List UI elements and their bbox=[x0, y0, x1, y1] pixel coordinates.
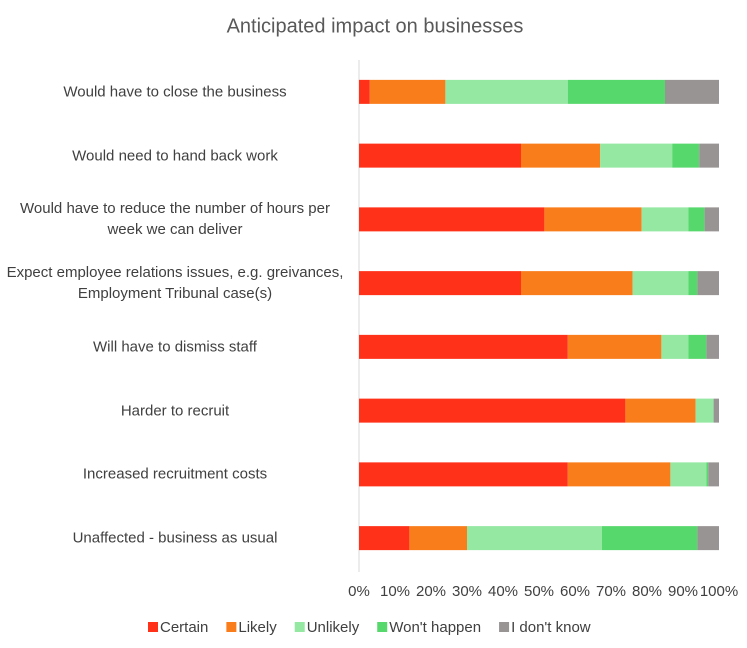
bar-segment bbox=[665, 79, 719, 104]
bar-segment bbox=[359, 143, 521, 168]
bar-segment bbox=[632, 271, 689, 296]
legend-swatch bbox=[226, 622, 237, 632]
bar-segment bbox=[688, 207, 705, 232]
bar-segment bbox=[359, 462, 568, 487]
y-tick-label: Expect employee relations issues, e.g. g… bbox=[6, 264, 344, 303]
bar-segment bbox=[521, 143, 601, 168]
bar-segment bbox=[688, 271, 698, 296]
x-tick-label: 0% bbox=[348, 583, 370, 600]
y-tick-label: Unaffected - business as usual bbox=[72, 529, 278, 547]
x-tick-label: 50% bbox=[524, 583, 554, 600]
y-tick-label: Would have to close the business bbox=[63, 83, 287, 101]
bar-segment bbox=[359, 526, 410, 551]
bar-segment bbox=[467, 526, 602, 551]
x-tick-label: 70% bbox=[596, 583, 626, 600]
bar-segment bbox=[359, 334, 568, 359]
bar-segment bbox=[567, 79, 665, 104]
legend-swatch bbox=[499, 622, 510, 632]
legend-label: I don't know bbox=[511, 619, 591, 636]
bar-segment bbox=[688, 334, 707, 359]
bar-segment bbox=[672, 143, 700, 168]
bar-segment bbox=[704, 207, 719, 232]
bar-segment bbox=[602, 526, 698, 551]
bar-segment bbox=[544, 207, 642, 232]
x-tick-label: 20% bbox=[416, 583, 446, 600]
bar-segment bbox=[697, 526, 719, 551]
legend-label: Likely bbox=[238, 619, 277, 636]
bar-segment bbox=[697, 271, 719, 296]
legend-label: Unlikely bbox=[307, 619, 360, 636]
bar-segment bbox=[359, 398, 626, 423]
y-tick-label: Would need to hand back work bbox=[72, 147, 278, 165]
legend-label: Won't happen bbox=[389, 619, 481, 636]
bar-segment bbox=[695, 398, 714, 423]
bar-segment bbox=[708, 462, 719, 487]
x-tick-label: 90% bbox=[668, 583, 698, 600]
x-tick-label: 80% bbox=[632, 583, 662, 600]
bar-segment bbox=[409, 526, 467, 551]
bar-segment bbox=[567, 462, 671, 487]
x-tick-label: 10% bbox=[380, 583, 410, 600]
bar-segment bbox=[706, 462, 709, 487]
bar-segment bbox=[359, 79, 370, 104]
bar-segment bbox=[359, 271, 521, 296]
legend-swatch bbox=[377, 622, 388, 632]
bar-segment bbox=[521, 271, 633, 296]
x-tick-label: 40% bbox=[488, 583, 518, 600]
legend-swatch bbox=[148, 622, 158, 632]
bar-segment bbox=[661, 334, 689, 359]
bar-segment bbox=[641, 207, 689, 232]
legend-label: Certain bbox=[160, 619, 208, 636]
bar-segment bbox=[625, 398, 696, 423]
bar-segment bbox=[713, 398, 719, 423]
legend-swatch bbox=[294, 622, 305, 632]
bar-segment bbox=[699, 143, 719, 168]
x-tick-label: 100% bbox=[700, 583, 738, 600]
y-tick-label: Harder to recruit bbox=[120, 402, 230, 420]
x-tick-label: 60% bbox=[560, 583, 590, 600]
y-tick-label: Would have to reduce the number of hours… bbox=[20, 200, 330, 239]
bar-segment bbox=[369, 79, 446, 104]
bar-segment bbox=[567, 334, 662, 359]
y-tick-label: Increased recruitment costs bbox=[82, 465, 268, 483]
bar-segment bbox=[600, 143, 673, 168]
bar-segment bbox=[359, 207, 545, 232]
bar-segment bbox=[706, 334, 719, 359]
x-tick-label: 30% bbox=[452, 583, 482, 600]
y-tick-label: Will have to dismiss staff bbox=[93, 338, 257, 356]
chart-title: Anticipated impact on businesses bbox=[227, 15, 524, 37]
bar-segment bbox=[670, 462, 707, 487]
bar-segment bbox=[445, 79, 568, 104]
